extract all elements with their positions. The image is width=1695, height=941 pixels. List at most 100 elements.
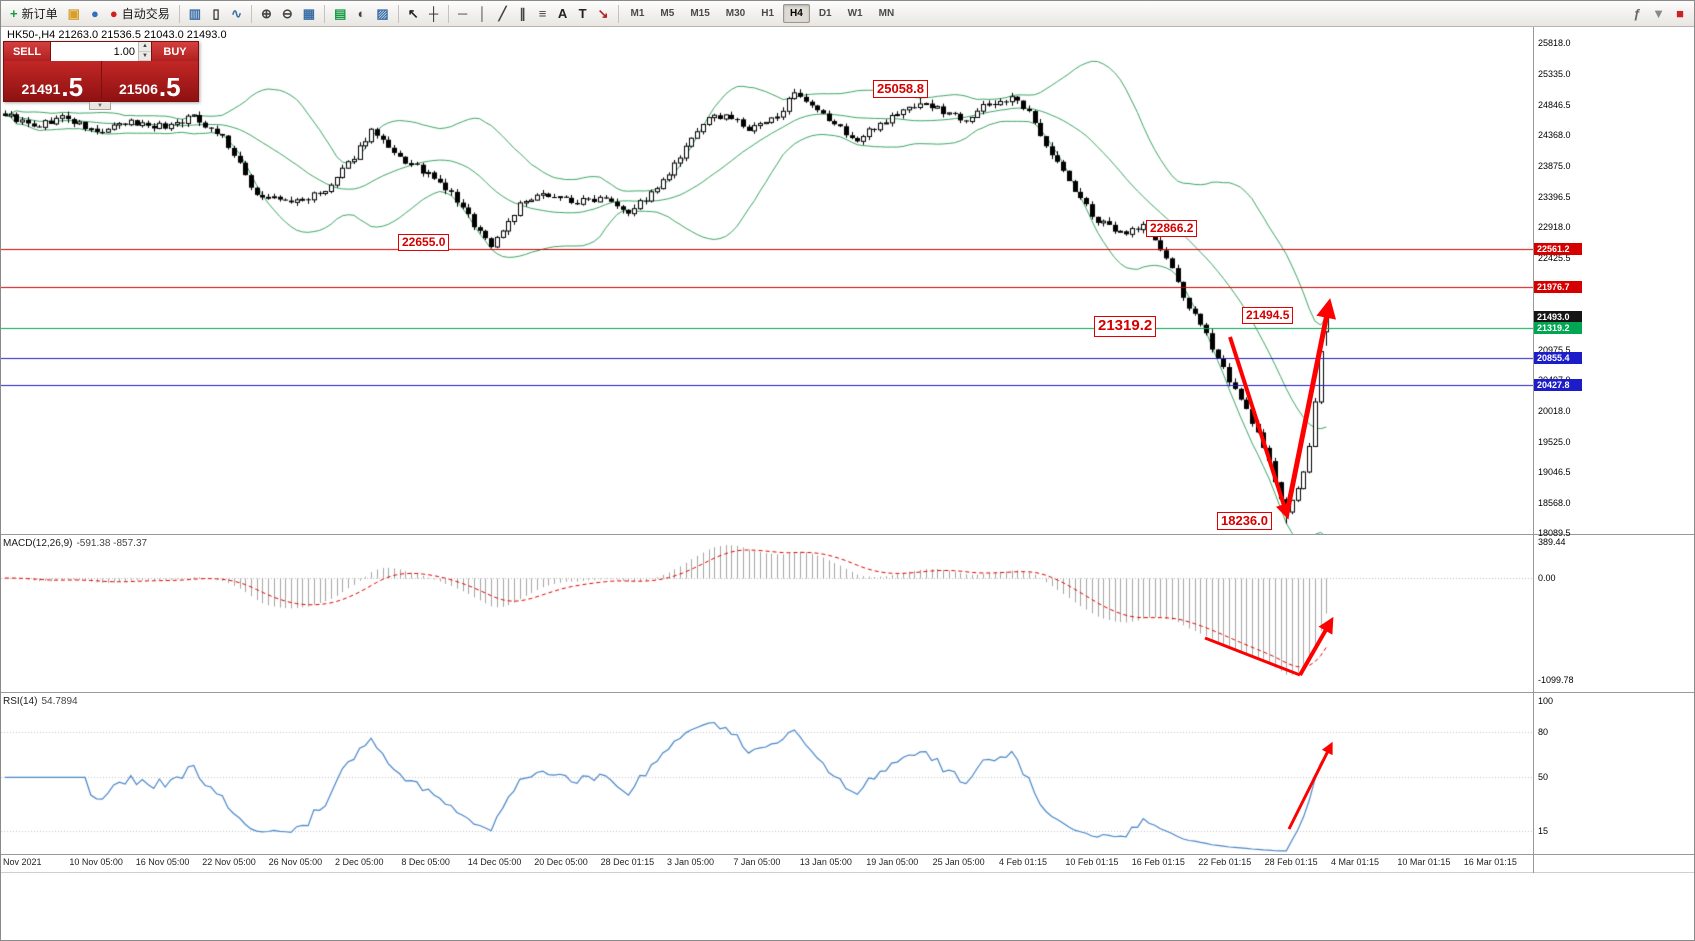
macd-name: MACD(12,26,9) [3,538,73,549]
buy-price-frac: .5 [158,71,181,102]
price-axis-tick: 20975.5 [1538,345,1571,356]
timeframe-mn-button[interactable]: MN [878,8,895,19]
panel-separator[interactable] [1,534,1694,535]
panel-separator[interactable] [1,692,1694,693]
timeframe-m30-button[interactable]: M30 [725,8,746,19]
price-callout[interactable]: 22655.0 [398,234,450,251]
timeframe-h1-button[interactable]: H1 [761,8,775,19]
chart-window-button[interactable]: ▣ [63,3,85,25]
sell-button[interactable]: SELL [4,42,50,61]
new-chart-button[interactable]: ▤ [329,3,351,25]
window-icon: ▣ [67,6,80,21]
time-axis-label: 22 Nov 05:00 [202,857,256,867]
periods-button[interactable]: ◐ [351,3,371,25]
rsi-axis-tick: 50 [1538,772,1549,783]
time-axis-label: 13 Jan 05:00 [799,857,852,867]
price-callout[interactable]: 22866.2 [1146,220,1198,237]
shapes-button[interactable]: ↘ [593,3,614,25]
time-axis-label: 2 Dec 05:00 [335,857,384,867]
rsi-indicator-label: RSI(14) 54.7894 [3,696,78,707]
timeframe-m15-button[interactable]: M15 [690,8,710,19]
docked-alert-button[interactable]: ■ [1670,3,1690,25]
bar-chart-button[interactable]: ▥ [184,3,206,25]
timeframe-h4-button[interactable]: H4 [783,4,810,23]
price-axis-tick: 18568.0 [1538,497,1571,508]
price-axis-tick: 25818.0 [1538,38,1571,48]
price-axis-tick: 23396.5 [1538,191,1571,202]
horizontal-line-icon: ─ [457,6,468,21]
rsi-indicator-panel[interactable] [1,692,1533,854]
zoom-in-button[interactable]: ⊕ [256,3,277,25]
trendline-button[interactable]: ╱ [493,3,513,25]
horizontal-line-button[interactable]: ─ [453,3,473,25]
toolbar-separator [617,4,619,23]
toolbar-separator [447,4,449,23]
buy-price-main: 21506 [118,80,158,97]
volume-input[interactable]: 1.00 [113,45,135,58]
window-bottom-edge [1,872,1694,873]
buy-price[interactable]: 21506 .5 [102,61,199,101]
timeframe-m1-button[interactable]: M1 [630,8,645,19]
time-axis-label: 10 Feb 01:15 [1065,857,1119,867]
time-axis-label: 25 Jan 05:00 [932,857,985,867]
price-badge: 20855.4 [1534,351,1582,364]
indicator-list-button[interactable]: ƒ [1627,3,1647,25]
timeframe-w1-button[interactable]: W1 [847,8,863,19]
order-panel-collapse-tab[interactable]: ▼ [89,102,111,110]
market-watch-button[interactable]: ● [85,3,105,25]
templates-button[interactable]: ▨ [371,3,393,25]
time-axis-label: 7 Jan 05:00 [733,857,781,867]
price-badge: 21976.7 [1534,280,1582,293]
rsi-axis-tick: 100 [1538,696,1554,706]
toolbar-separator [250,4,252,23]
fibonacci-button[interactable]: ≡ [533,3,553,25]
label-button[interactable]: T [573,3,593,25]
toolbar-overflow-button[interactable]: ▼ [1647,3,1670,25]
timeframe-d1-button[interactable]: D1 [818,8,832,19]
time-axis-label: 16 Feb 01:15 [1131,857,1185,867]
price-badge: 21493.0 [1534,311,1582,324]
rsi-name: RSI(14) [3,696,38,707]
price-callout[interactable]: 21319.2 [1094,316,1157,337]
macd-indicator-label: MACD(12,26,9) -591.38 -857.37 [3,538,147,549]
time-axis-label: 10 Mar 01:15 [1397,857,1451,867]
time-axis-label: 4 Mar 01:15 [1331,857,1380,867]
line-chart-button[interactable]: ∿ [226,3,247,25]
volume-up-button[interactable]: ▲ [139,42,151,52]
cursor-button[interactable]: ↖ [403,3,424,25]
price-callout[interactable]: 21494.5 [1242,307,1294,324]
label-icon: T [578,6,587,21]
time-axis-label: Nov 2021 [3,857,42,867]
time-axis-label: 22 Feb 01:15 [1198,857,1252,867]
channel-button[interactable]: ∥ [513,3,533,25]
macd-indicator-panel[interactable] [1,534,1533,692]
price-axis-tick: 24368.0 [1538,129,1571,140]
auto-trading-icon: ● [109,6,118,21]
vertical-line-button[interactable]: │ [473,3,493,25]
auto-trading-button[interactable]: ● 自动交易 [105,3,175,25]
volume-down-button[interactable]: ▼ [139,51,151,61]
line-chart-icon: ∿ [231,6,242,21]
sell-price-main: 21491 [21,80,61,97]
tile-windows-button[interactable]: ▦ [298,3,320,25]
price-axis-tick: 24846.5 [1538,99,1571,110]
text-button[interactable]: A [553,3,573,25]
toolbar-separator [324,4,326,23]
crosshair-button[interactable]: ┼ [424,3,444,25]
timeframe-m5-button[interactable]: M5 [660,8,675,19]
new-order-button[interactable]: + 新订单 [5,3,63,25]
time-axis-label: 26 Nov 05:00 [268,857,323,867]
sell-price[interactable]: 21491 .5 [4,61,102,101]
buy-button[interactable]: BUY [152,42,198,61]
price-chart[interactable] [1,27,1533,534]
candlestick-chart-button[interactable]: ▯ [206,3,226,25]
zoom-out-button[interactable]: ⊖ [277,3,298,25]
time-axis-label: 14 Dec 05:00 [467,857,522,867]
text-icon: A [557,6,568,21]
price-callout[interactable]: 18236.0 [1217,512,1272,531]
price-callout[interactable]: 25058.8 [873,80,928,99]
macd-values: -591.38 -857.37 [76,538,148,549]
fibonacci-icon: ≡ [538,6,547,21]
auto-trading-button-label: 自动交易 [121,7,170,21]
rsi-axis-tick: 15 [1538,825,1549,836]
